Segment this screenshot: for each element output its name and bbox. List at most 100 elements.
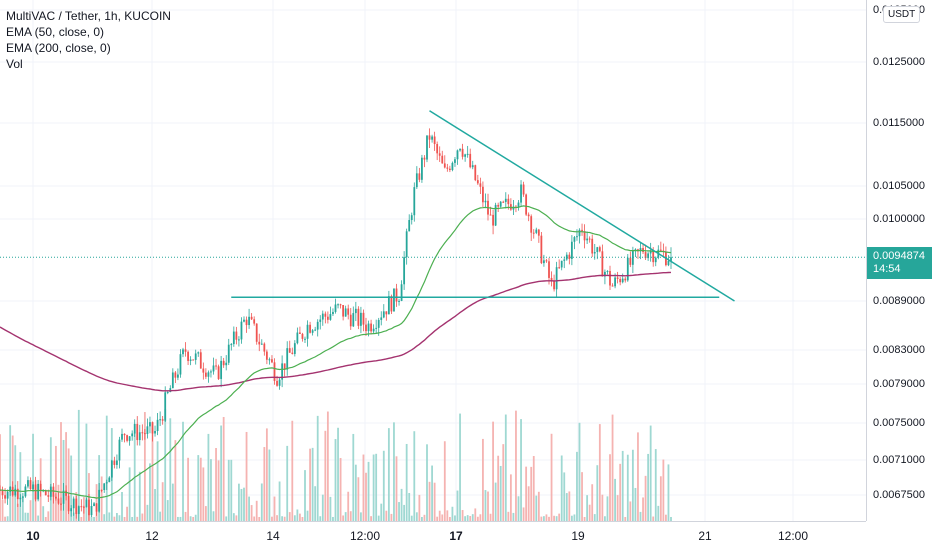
volume-legend[interactable]: Vol xyxy=(6,57,23,71)
volume-bar xyxy=(606,496,609,521)
volume-bar xyxy=(662,459,665,521)
candle-body xyxy=(565,254,568,260)
candle-body xyxy=(581,229,583,232)
volume-bar xyxy=(276,515,278,521)
candle-body xyxy=(334,304,337,312)
price-chart[interactable] xyxy=(0,0,866,521)
candle-body xyxy=(479,183,482,187)
candle-body xyxy=(438,153,441,156)
candle-body xyxy=(141,432,144,434)
time-axis[interactable]: 10 12 14 12:00 17 19 21 12:00 xyxy=(0,521,866,550)
price-axis[interactable]: 0.0135000 USDT 0.0125000 0.0115000 0.010… xyxy=(866,0,932,521)
symbol-title[interactable]: MultiVAC / Tether, 1h, KUCOIN xyxy=(6,9,171,23)
candle-body xyxy=(271,359,273,363)
volume-bar xyxy=(138,471,141,521)
volume-bar xyxy=(517,496,520,521)
candle-body xyxy=(39,483,42,491)
candle-body xyxy=(34,484,37,500)
candle-body xyxy=(382,311,385,318)
price-label: 0.0071000 xyxy=(873,454,925,466)
candle-body xyxy=(75,498,78,515)
volume-bar xyxy=(136,516,139,521)
candle-body xyxy=(601,251,604,277)
ema50-legend[interactable]: EMA (50, close, 0) xyxy=(6,25,105,39)
volume-bar xyxy=(583,516,586,521)
candle-body xyxy=(70,508,73,512)
volume-bar xyxy=(309,448,311,521)
volume-bar xyxy=(146,504,149,521)
volume-bar xyxy=(527,486,530,521)
candle-body xyxy=(443,163,446,168)
volume-bar xyxy=(446,510,449,521)
volume-bar xyxy=(504,414,507,521)
candle-body xyxy=(93,503,95,507)
candle-body xyxy=(29,480,32,490)
volume-bar xyxy=(80,516,83,521)
volume-bar xyxy=(337,427,339,521)
chart-area[interactable]: MultiVAC / Tether, 1h, KUCOIN EMA (50, c… xyxy=(0,0,866,521)
volume-bar xyxy=(189,516,192,521)
candle-body xyxy=(299,332,301,334)
candle-body xyxy=(568,254,571,259)
volume-bar xyxy=(299,513,301,521)
candle-body xyxy=(301,333,304,339)
candle-body xyxy=(426,135,428,160)
volume-bar xyxy=(601,494,604,521)
volume-bar xyxy=(365,472,367,521)
candle-body xyxy=(428,135,431,140)
candle-body xyxy=(619,278,622,283)
volume-bar xyxy=(227,459,230,521)
volume-bar xyxy=(354,464,357,521)
candle-body xyxy=(85,499,88,508)
volume-bar xyxy=(55,445,57,521)
candle-body xyxy=(370,323,372,332)
volume-bar xyxy=(118,515,121,521)
volume-bar xyxy=(629,501,632,521)
volume-bar xyxy=(220,425,223,521)
candle-body xyxy=(126,435,128,441)
price-label: 0.0075000 xyxy=(873,417,925,429)
volume-bar xyxy=(649,425,652,521)
volume-bar xyxy=(362,454,365,521)
candle-body xyxy=(583,231,586,241)
volume-bar xyxy=(494,482,497,521)
volume-bar xyxy=(128,467,131,521)
candle-body xyxy=(398,300,400,302)
volume-bar xyxy=(540,516,543,521)
candle-body xyxy=(138,432,141,441)
candle-body xyxy=(484,200,487,203)
candle-body xyxy=(441,155,444,164)
candle-body xyxy=(489,214,492,216)
volume-bar xyxy=(586,495,589,521)
volume-bar xyxy=(306,510,309,521)
volume-bar xyxy=(301,516,304,521)
candle-body xyxy=(611,285,614,287)
volume-bar xyxy=(515,410,517,521)
currency-badge[interactable]: USDT xyxy=(883,6,921,23)
volume-bar xyxy=(47,511,50,521)
volume-bar xyxy=(461,510,464,521)
price-label: 0.0100000 xyxy=(873,213,925,225)
volume-bar xyxy=(273,496,276,521)
volume-bar xyxy=(405,443,408,521)
candle-body xyxy=(222,360,225,366)
candle-body xyxy=(174,372,177,378)
candle-body xyxy=(105,482,108,484)
candle-body xyxy=(166,392,169,394)
volume-bar xyxy=(652,516,655,521)
candle-body xyxy=(408,220,411,232)
volume-bar xyxy=(67,448,70,521)
volume-bar xyxy=(616,495,619,521)
candle-body xyxy=(604,271,606,277)
candle-body xyxy=(456,150,459,160)
volume-bar xyxy=(631,449,634,521)
candle-body xyxy=(82,506,85,508)
volume-bar xyxy=(408,492,411,521)
ema200-legend[interactable]: EMA (200, close, 0) xyxy=(6,41,111,55)
candle-body xyxy=(509,204,512,210)
price-label: 0.0083000 xyxy=(873,344,925,356)
candle-body xyxy=(507,198,510,205)
volume-bar xyxy=(581,472,583,521)
volume-bar xyxy=(418,494,421,521)
candle-body xyxy=(474,165,477,181)
